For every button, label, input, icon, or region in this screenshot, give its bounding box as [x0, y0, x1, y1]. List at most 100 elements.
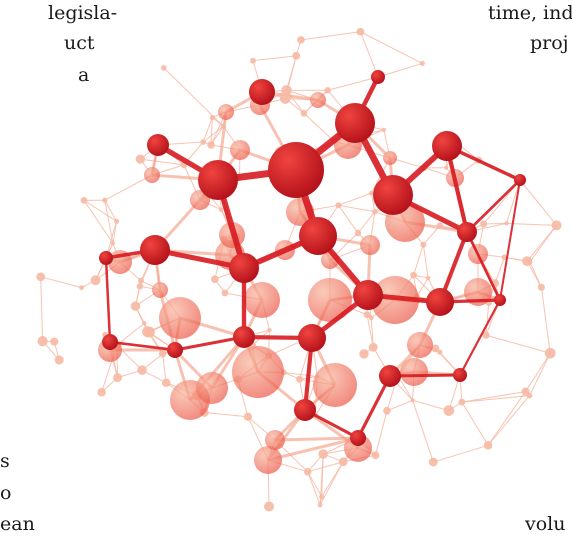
core-edge	[174, 335, 245, 352]
web-edge	[483, 222, 507, 225]
bubble-node	[230, 140, 250, 160]
core-edge	[465, 231, 502, 301]
core-node	[426, 288, 454, 316]
bubble-node	[383, 151, 397, 165]
small-node	[160, 65, 167, 71]
bubble-node	[310, 92, 326, 108]
small-node	[144, 326, 155, 338]
core-node	[229, 253, 259, 283]
small-node	[243, 412, 252, 421]
web-edge	[485, 334, 551, 354]
bubble-node	[244, 282, 280, 318]
web-edge	[413, 244, 424, 276]
web-edge	[461, 401, 489, 446]
small-node	[318, 449, 328, 459]
web-edge	[526, 225, 557, 262]
core-node	[353, 280, 383, 310]
web-edge	[307, 461, 344, 473]
web-edge	[112, 221, 118, 244]
bubble-edge	[267, 436, 359, 462]
core-edge	[104, 257, 112, 343]
web-edge	[327, 76, 379, 91]
small-node	[54, 355, 64, 365]
bubble-node	[360, 235, 380, 255]
web-edge	[386, 399, 413, 412]
web-edge	[307, 471, 323, 497]
core-nodes	[99, 70, 526, 446]
web-edge	[377, 62, 423, 78]
small-node	[419, 60, 425, 66]
web-edge	[494, 257, 505, 284]
core-node	[294, 399, 316, 421]
web-edge	[104, 200, 114, 244]
core-node	[198, 160, 238, 200]
web-edge	[506, 222, 557, 226]
web-edge	[338, 204, 375, 213]
web-edge	[83, 199, 117, 222]
core-node	[457, 222, 477, 242]
small-node	[444, 165, 449, 170]
small-node	[220, 123, 227, 129]
web-edge	[412, 400, 434, 463]
bubble-node	[308, 278, 352, 322]
web-edge	[526, 260, 542, 288]
small-node	[110, 241, 116, 246]
small-node	[359, 349, 369, 359]
small-node	[436, 222, 444, 229]
small-node	[200, 139, 206, 145]
small-node	[428, 457, 438, 467]
small-node	[297, 36, 305, 44]
small-node	[551, 220, 562, 231]
web-edge	[252, 55, 297, 62]
web-edge	[525, 352, 551, 392]
web-edge	[83, 200, 114, 244]
small-node	[537, 283, 545, 291]
core-node	[432, 131, 462, 161]
bubble-node	[407, 332, 433, 358]
bubble-node	[144, 167, 160, 183]
small-node	[296, 375, 304, 383]
small-node	[79, 285, 85, 291]
small-node	[335, 202, 342, 209]
small-node	[221, 289, 229, 297]
web-edge	[357, 211, 376, 234]
small-node	[483, 440, 493, 450]
core-edge	[356, 375, 392, 439]
small-node	[36, 272, 46, 282]
core-node	[99, 251, 113, 265]
core-node	[140, 235, 170, 265]
web-edge	[505, 179, 521, 224]
core-node	[350, 430, 366, 446]
small-node	[368, 315, 374, 321]
web-edge	[359, 31, 379, 78]
web-edge	[461, 391, 526, 403]
small-node	[50, 337, 59, 346]
soft-nodes	[98, 92, 492, 474]
small-node	[521, 387, 530, 396]
core-node	[298, 324, 326, 352]
core-node	[299, 217, 337, 255]
web-edge	[416, 277, 429, 297]
bubble-node	[232, 346, 284, 398]
small-node	[137, 365, 147, 375]
web-edge	[412, 399, 449, 412]
small-node	[372, 209, 378, 215]
small-node	[113, 373, 123, 383]
core-node	[494, 294, 506, 306]
web-edge	[338, 204, 359, 234]
small-node	[264, 501, 275, 512]
small-node	[90, 275, 101, 286]
small-node	[210, 275, 219, 284]
core-edge	[459, 299, 501, 376]
web-edge	[529, 353, 551, 396]
small-node	[527, 259, 533, 265]
small-node	[431, 344, 440, 353]
small-node	[501, 254, 508, 261]
web-edge	[303, 112, 335, 142]
web-edge	[40, 276, 82, 289]
core-node	[453, 368, 467, 382]
small-node	[371, 451, 380, 460]
core-node	[373, 175, 413, 215]
text-fragment-proj: proj	[530, 32, 569, 54]
core-node	[233, 326, 255, 348]
